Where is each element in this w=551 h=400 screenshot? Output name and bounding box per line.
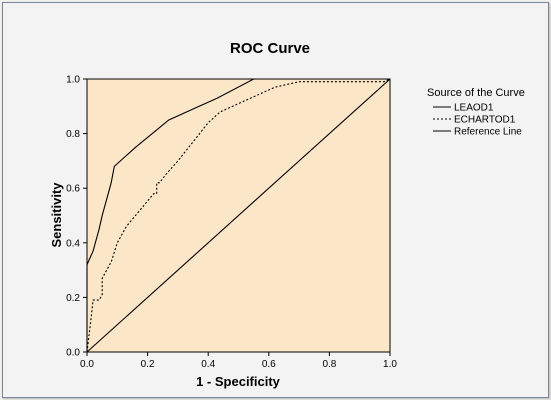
x-tick-label: 0.4 bbox=[201, 359, 215, 370]
y-tick-label: 0.4 bbox=[66, 238, 80, 249]
roc-chart: ROC Curve 0.0 0.2 0.4 0.6 0.8 1.0 0.0 0.2 0.4 0.6… bbox=[49, 40, 525, 389]
series-line-leaod1 bbox=[86, 78, 390, 352]
y-tick-label: 0.2 bbox=[66, 293, 80, 304]
series-line-reference-line bbox=[86, 78, 391, 353]
legend-label-echartod1: ECHARTOD1 bbox=[454, 115, 516, 126]
chart-title: ROC Curve bbox=[230, 40, 310, 57]
x-tick-label: 0.2 bbox=[141, 359, 155, 370]
legend-label-leaod1: LEAOD1 bbox=[454, 103, 494, 114]
x-tick-label: 1.0 bbox=[383, 359, 397, 370]
x-tick-label: 0.0 bbox=[80, 359, 94, 370]
x-tick-label: 0.8 bbox=[322, 359, 336, 370]
y-axis-title: Sensitivity bbox=[49, 182, 64, 248]
x-tick-label: 0.6 bbox=[262, 359, 276, 370]
y-tick-label: 1.0 bbox=[66, 75, 80, 86]
x-axis-title: 1 - Specificity bbox=[196, 374, 281, 389]
legend-title: Source of the Curve bbox=[427, 87, 525, 99]
legend: Source of the Curve LEAOD1ECHARTOD1Refer… bbox=[427, 87, 525, 138]
y-tick-label: 0.8 bbox=[66, 129, 80, 140]
series-line-echartod1 bbox=[86, 78, 391, 353]
y-tick-label: 0.0 bbox=[66, 348, 80, 359]
legend-label-reference-line: Reference Line bbox=[454, 127, 522, 138]
y-tick-label: 0.6 bbox=[66, 184, 80, 195]
